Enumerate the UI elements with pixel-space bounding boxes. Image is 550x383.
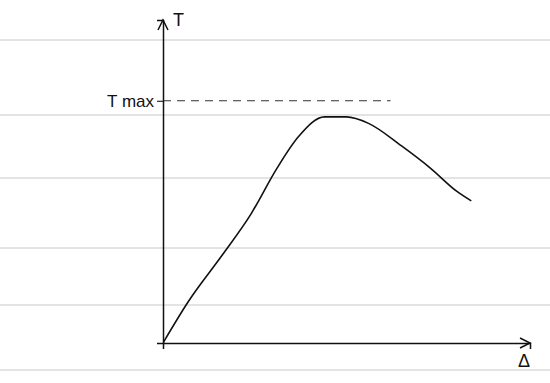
x-axis-line — [164, 344, 531, 350]
paper-rule — [0, 40, 550, 41]
chart: T max T Δ — [0, 0, 550, 383]
y-tick: T max — [107, 92, 163, 111]
axis-arrows — [158, 20, 530, 348]
paper-rules — [0, 40, 550, 370]
x-axis — [164, 344, 531, 350]
y-axis-line — [157, 21, 164, 344]
paper-rule — [0, 370, 550, 371]
y-axis-title: T — [173, 10, 184, 30]
x-axis-title: Δ — [518, 351, 530, 371]
plot-area — [163, 117, 471, 343]
grid — [163, 100, 391, 101]
grid-line — [163, 100, 391, 101]
paper-rule — [0, 248, 550, 249]
y-tick-mark — [157, 101, 163, 102]
paper-rule — [0, 115, 550, 116]
y-arrow — [158, 20, 168, 30]
paper-rule — [0, 305, 550, 306]
curve — [163, 117, 471, 343]
y-tick-label: T max — [107, 92, 154, 111]
y-axis: T max — [107, 21, 163, 344]
x-arrow — [520, 338, 530, 348]
paper-rule — [0, 178, 550, 179]
